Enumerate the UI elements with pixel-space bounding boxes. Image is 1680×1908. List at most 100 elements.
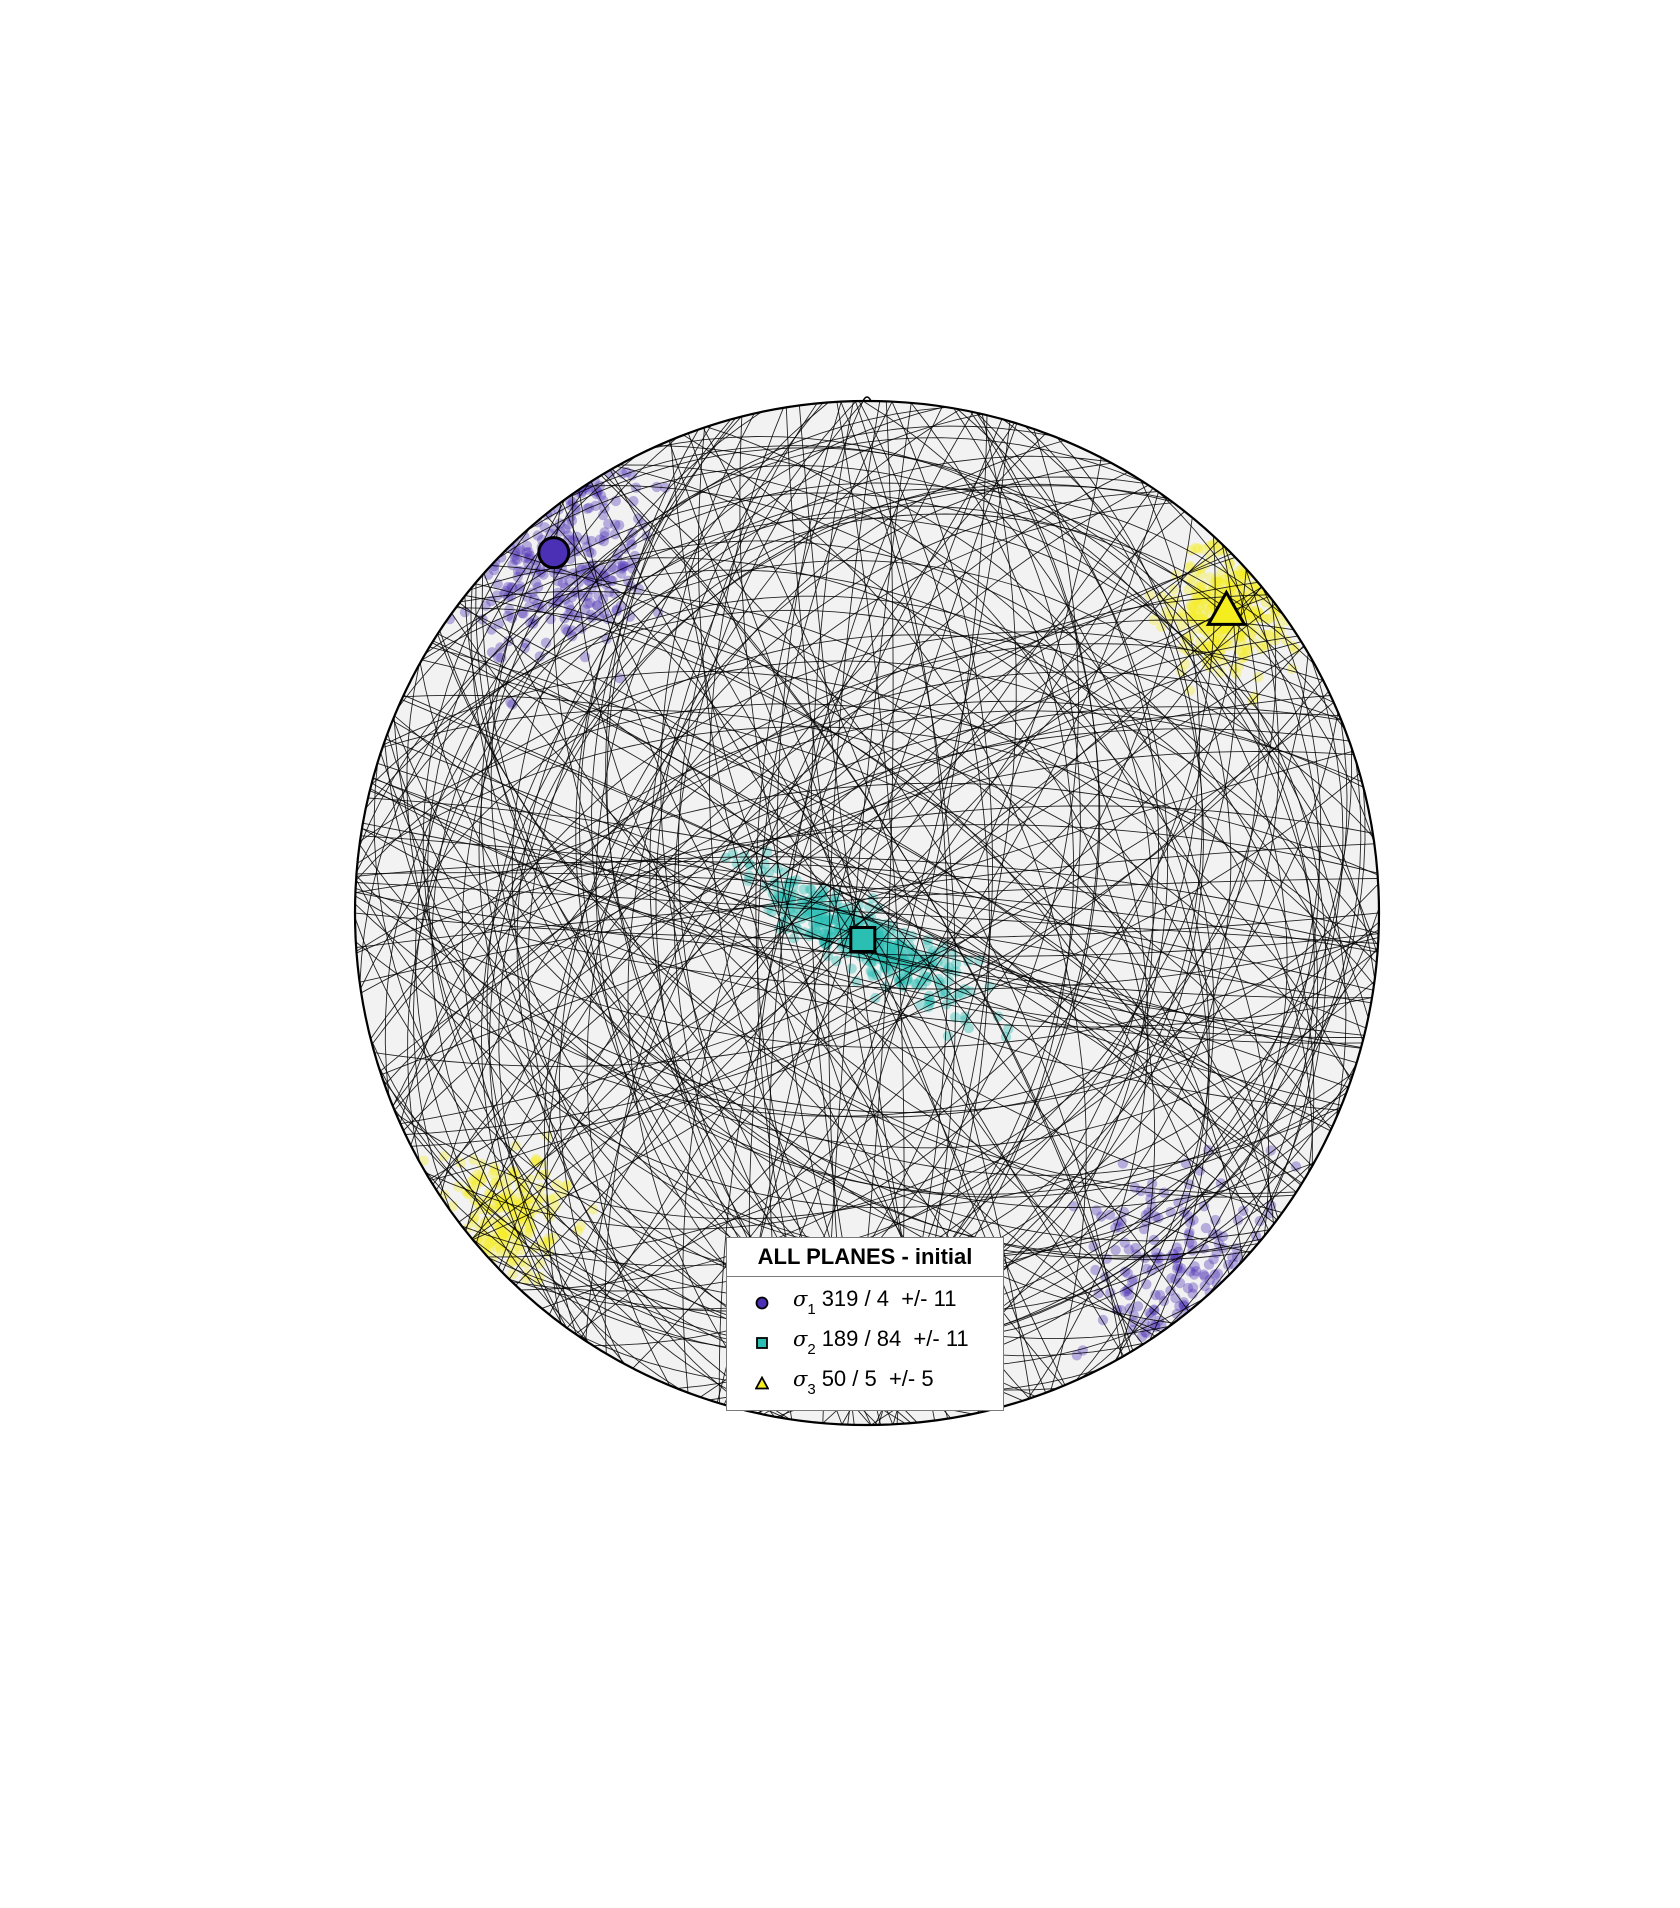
sigma1-bootstrap-point: [512, 566, 524, 577]
sigma1-bootstrap-point: [617, 560, 628, 571]
sigma2-bootstrap-point: [873, 930, 885, 941]
sigma1-bootstrap-point: [1071, 1350, 1083, 1361]
sigma3-bootstrap-point: [471, 1179, 482, 1191]
sigma3-bootstrap-point: [499, 1193, 510, 1204]
great-circle: [380, 752, 1354, 1195]
sigma3-bootstrap-point: [1246, 627, 1258, 638]
sigma3-bootstrap-point: [1206, 627, 1218, 638]
great-circle: [501, 553, 1232, 1273]
great-circle: [437, 633, 1297, 1193]
great-circle: [421, 569, 1313, 1166]
sigma3-bootstrap-point: [1214, 587, 1225, 599]
sigma1-bootstrap-point: [1198, 1269, 1209, 1280]
principal-axis-markers: [537, 536, 1247, 954]
sigma3-bootstrap-point: [1218, 637, 1229, 648]
legend-entry-sigma2: σ2 189 / 84 +/- 11: [727, 1322, 1003, 1362]
sigma3-bootstrap-point: [1173, 612, 1185, 623]
great-circle: [652, 436, 1288, 1379]
sigma2-bootstrap-point: [934, 979, 946, 991]
great-circle: [430, 645, 1305, 1181]
sigma1-bootstrap-point: [1146, 1178, 1158, 1189]
sigma2-bootstrap-point: [820, 915, 831, 926]
sigma1-bootstrap-point: [594, 534, 606, 545]
sigma3-bootstrap-point: [1176, 620, 1187, 631]
sigma1-bootstrap-point: [539, 522, 550, 533]
great-circle: [359, 844, 1375, 1149]
sigma1-bootstrap-point: [606, 561, 617, 573]
great-circle: [440, 619, 1294, 1197]
great-circle: [836, 401, 905, 1425]
sigma2-bootstrap-point: [915, 961, 926, 972]
legend: ALL PLANES - initial σ1 319 / 4 +/- 11 σ2…: [726, 1237, 1004, 1411]
sigma2-bootstrap-point: [881, 942, 892, 953]
sigma3-bootstrap-point: [491, 1241, 502, 1252]
sigma1-bootstrap-point: [1189, 1269, 1200, 1280]
sigma1-bootstrap-point: [579, 604, 591, 615]
sigma3-bootstrap-point: [1179, 659, 1191, 670]
sigma1-bootstrap-point: [560, 624, 571, 635]
great-circle: [474, 583, 1260, 1243]
great-circle: [464, 596, 1270, 1230]
great-circle: [481, 574, 1252, 1261]
sigma3-bootstrap-point: [483, 1238, 494, 1249]
sigma1-bootstrap-point: [459, 607, 471, 618]
sigma1-bootstrap-point: [560, 524, 571, 535]
sigma2-bootstrap-point: [915, 999, 926, 1011]
sigma1-bootstrap-point: [1104, 1209, 1116, 1221]
sigma3-bootstrap-point: [525, 1221, 536, 1233]
great-circle: [585, 484, 1149, 1341]
sigma1-bootstrap-point: [584, 571, 595, 583]
sigma1-bootstrap-point: [610, 519, 621, 530]
sigma3-bootstrap-point: [1234, 565, 1245, 576]
great-circle: [451, 613, 1283, 1214]
sigma2-bootstrap-point: [813, 922, 824, 933]
sigma2-bootstrap-point: [943, 975, 954, 986]
sigma2-bootstrap-point: [827, 914, 839, 925]
sigma2-bootstrap-point: [823, 928, 834, 940]
great-circle: [785, 407, 949, 1419]
great-circle: [858, 401, 990, 1425]
sigma3-bootstrap-point: [1235, 636, 1246, 647]
great-circle: [571, 494, 1162, 1333]
sigma1-bootstrap-point: [1153, 1261, 1164, 1272]
great-circle: [515, 540, 1219, 1286]
sigma3-bootstrap-point: [1238, 625, 1250, 636]
sigma1-bootstrap-point: [1128, 1274, 1139, 1285]
great-circle: [483, 573, 1251, 1254]
great-circle: [365, 595, 1369, 1018]
great-circle: [516, 406, 945, 1420]
great-circle: [810, 401, 882, 1425]
sigma1-bootstrap-point: [1077, 1345, 1089, 1356]
great-circle: [401, 699, 1333, 1127]
sigma3-bootstrap-point: [1219, 574, 1230, 585]
sigma1-bootstrap-point: [1204, 1274, 1216, 1286]
sigma3-bootstrap-point: [493, 1199, 504, 1211]
legend-value: 319 / 4 +/- 11: [821, 1286, 957, 1311]
sigma2-bootstrap-point: [833, 924, 844, 936]
sigma3-bootstrap-point: [1195, 568, 1207, 580]
legend-value: 189 / 84 +/- 11: [821, 1326, 969, 1351]
sigma3-bootstrap-point: [1198, 613, 1210, 625]
great-circle: [392, 718, 1341, 1176]
legend-value: 50 / 5 +/- 5: [821, 1366, 934, 1391]
sigma3-bootstrap-point: [438, 1151, 450, 1162]
sigma1-bootstrap-point: [1119, 1286, 1131, 1298]
great-circle: [403, 694, 1331, 1132]
sigma3-bootstrap-point: [1215, 667, 1226, 678]
sigma1-bootstrap-point: [527, 587, 538, 598]
sigma1-bootstrap-point: [521, 540, 533, 552]
sigma3-bootstrap-point: [1192, 609, 1204, 620]
sigma2-bootstrap-point: [820, 928, 831, 939]
great-circle: [609, 469, 1125, 1357]
sigma2-bootstrap-point: [874, 923, 885, 934]
sigma1-bootstrap-point: [1186, 1238, 1198, 1250]
great-circle: [371, 710, 1363, 1045]
sigma1-bootstrap-point: [1136, 1331, 1148, 1342]
sigma3-bootstrap-point: [1188, 611, 1199, 622]
great-circle: [472, 586, 1262, 1241]
sigma2-bootstrap-point: [903, 939, 915, 951]
sigma1-bootstrap-point: [1129, 1182, 1141, 1193]
great-circle: [360, 634, 1374, 989]
sigma3-bootstrap-point: [543, 1236, 554, 1247]
sigma3-bootstrap-point: [1185, 600, 1196, 611]
